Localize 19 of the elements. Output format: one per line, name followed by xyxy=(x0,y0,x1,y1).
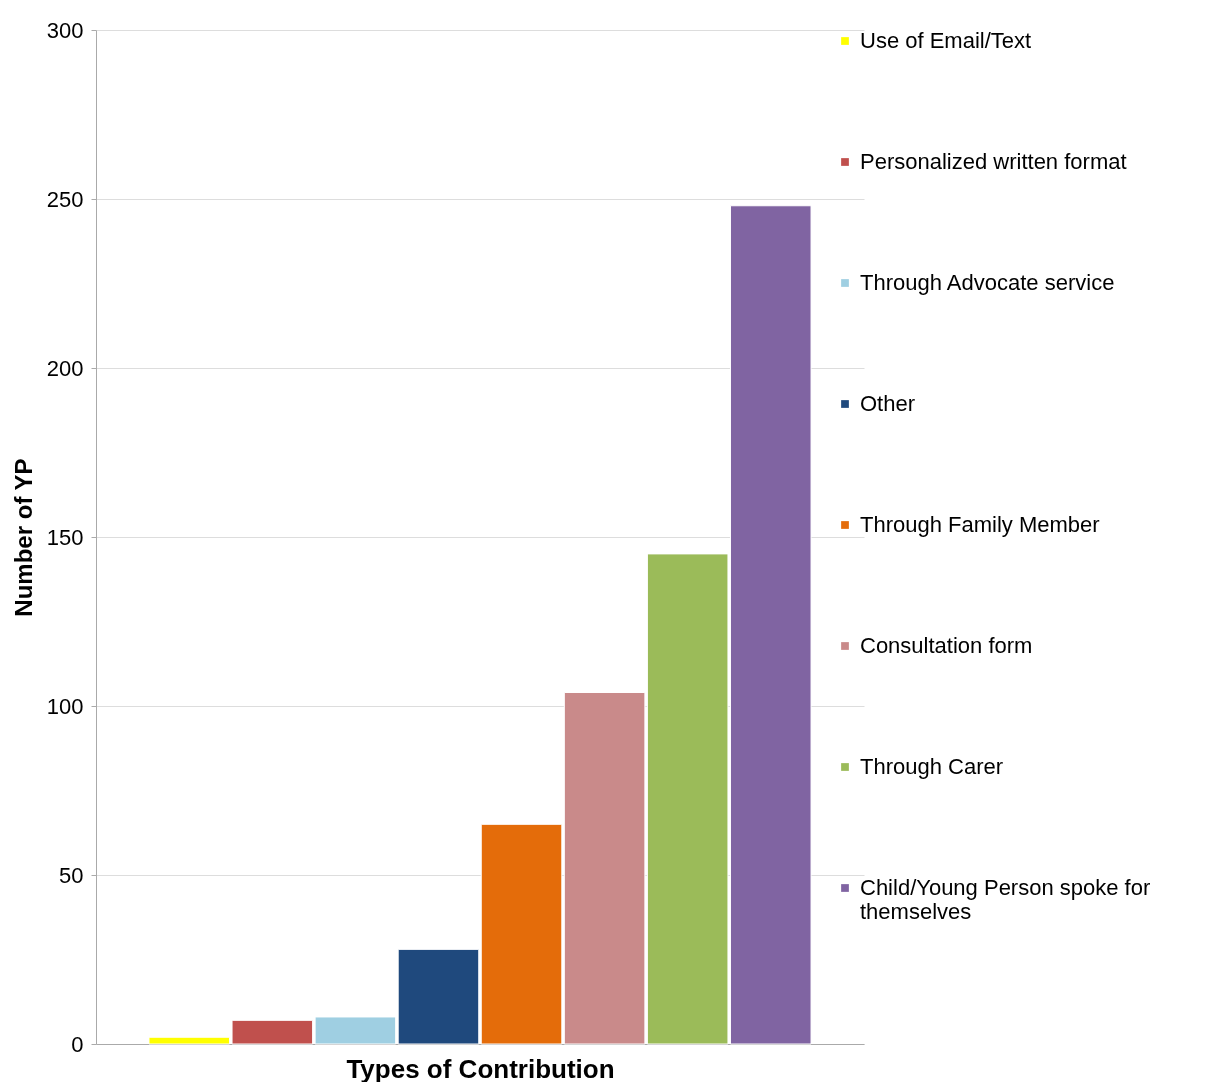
legend-label: Consultation form xyxy=(860,633,1033,658)
y-tick-label: 150 xyxy=(46,524,84,550)
bar xyxy=(397,948,480,1045)
legend-label: Other xyxy=(860,391,916,416)
y-tick-label: 0 xyxy=(71,1031,84,1057)
y-tick-label: 300 xyxy=(46,17,84,43)
y-tick-label: 50 xyxy=(59,862,84,888)
bar xyxy=(480,823,563,1045)
legend-label: Through Carer xyxy=(860,754,1004,779)
legend-label: Through Family Member xyxy=(860,512,1100,537)
x-axis-title: Types of Contribution xyxy=(346,1053,615,1082)
y-tick-label: 200 xyxy=(46,355,84,381)
legend-label: Child/Young Person spoke for themselves xyxy=(860,875,1151,924)
legend-label: Use of Email/Text xyxy=(860,28,1032,53)
y-tick-label: 100 xyxy=(46,693,84,719)
y-axis-title: Number of YP xyxy=(9,458,37,617)
legend-label: Through Advocate service xyxy=(860,270,1115,295)
y-tick-label: 250 xyxy=(46,186,84,212)
legend-label: Personalized written format xyxy=(860,149,1127,174)
